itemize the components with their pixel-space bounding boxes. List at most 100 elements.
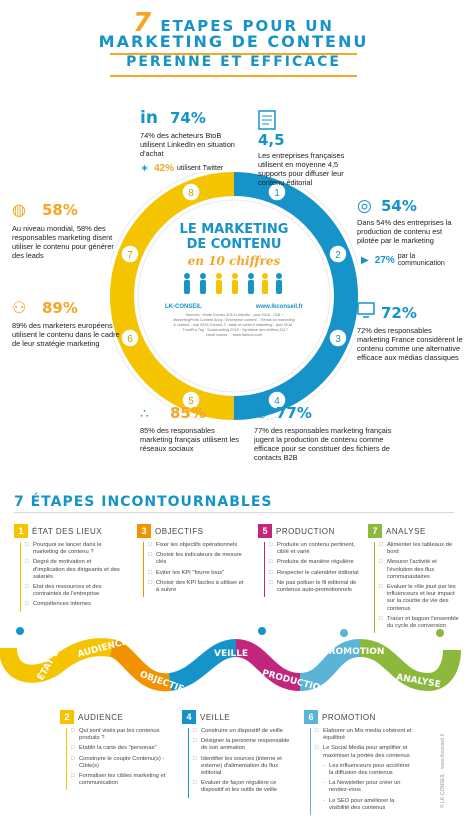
step-1-header: 1 ÉTAT DES LIEUX	[14, 524, 102, 538]
add-user-icon: ☺	[254, 404, 270, 422]
svg-text:5: 5	[188, 396, 194, 407]
stat-mondial-value: 58%	[42, 201, 78, 219]
stat-alternative: 72% 72% des responsables marketing Franc…	[357, 302, 463, 362]
wave-segment-veille	[168, 639, 237, 691]
stat-supports-value: 4,5	[258, 131, 285, 149]
stat-linkedin-value: 74%	[170, 109, 206, 127]
stat-europeens-value: 89%	[42, 299, 78, 317]
document-icon	[258, 110, 276, 130]
wave-segment-production	[234, 639, 301, 691]
share-icon: ∴	[140, 404, 149, 421]
center-url[interactable]: www.lkconseil.fr	[255, 304, 303, 310]
center-sources: Sources : étude Eclosio 2014 LinkedIn - …	[173, 313, 295, 337]
stat-contacts-value: 77%	[276, 404, 312, 422]
ring-inner-line	[137, 199, 331, 393]
center-subtitle: en 10 chiffres	[187, 254, 281, 268]
step-4-list: Construire un dispositif de veilleDésign…	[188, 728, 292, 798]
ring-number-8: 8	[181, 182, 201, 202]
svg-text:6: 6	[127, 334, 133, 345]
svg-text:1: 1	[274, 188, 280, 199]
steps-wave: ÉTAT DES LIEUX AUDIENCE OBJECTIFS VEILLE…	[0, 624, 461, 697]
stat-contacts-text: 77% des responsables marketing français …	[254, 426, 392, 462]
svg-text:4: 4	[274, 396, 280, 407]
wave-segment-audience	[52, 638, 114, 672]
step-7-header: 7 ANALYSE	[368, 524, 426, 538]
center-brand: LK-CONSEIL	[165, 304, 202, 310]
wave-label-veille: VEILLE	[214, 649, 248, 659]
step-6-header: 6 PROMOTION	[304, 710, 376, 724]
title-divider	[110, 53, 357, 55]
step-1-list: Pourquoi se lancer dans le marketing de …	[20, 542, 124, 612]
globe-icon: ◍	[12, 202, 26, 219]
wave-segment-objectifs	[108, 639, 172, 692]
center-title-2: DE CONTENU	[186, 237, 282, 252]
stat-pilote-text: Dans 54% des entreprises la production d…	[357, 218, 452, 245]
ring-number-5: 5	[181, 390, 201, 410]
wave-segment-analyse	[359, 639, 461, 692]
ring-center: LE MARKETING DE CONTENU en 10 chiffres L…	[165, 222, 303, 338]
step-6-list: Elaborer un Mix media cohérent et équili…	[310, 728, 414, 816]
stat-supports: 4,5 Les entreprises françaises utilisent…	[258, 110, 368, 187]
stat-twitter-text: utilisent Twitter	[177, 165, 224, 172]
stat-mondial-text: Au niveau mondial, 58% des responsables …	[12, 224, 114, 260]
stats-ring: 1 2 3 4 5 6 7 8	[110, 172, 358, 420]
people-icon: ⚇	[12, 300, 27, 317]
stat-pilote: ◎ 54% Dans 54% des entreprises la produc…	[357, 196, 463, 267]
stat-contacts: ☺ 77% 77% des responsables marketing fra…	[254, 404, 394, 462]
ring-number-2: 2	[328, 244, 348, 264]
stat-social: ∴ 85% 85% des responsables marketing fra…	[140, 404, 248, 453]
stat-linkedin: in 74% 74% des acheteurs BtoB utilisent …	[140, 108, 248, 175]
twitter-icon: ✶	[140, 163, 150, 175]
ring-number-4: 4	[267, 390, 287, 410]
linkedin-icon: in	[140, 108, 158, 128]
wave-segment-promotion	[299, 639, 361, 691]
ring-yellow-half	[110, 172, 358, 420]
megaphone-icon: ▶	[361, 254, 369, 266]
stat-europeens: ⚇ 89% 89% des marketers européens utilis…	[12, 298, 120, 348]
stat-supports-text: Les entreprises françaises utilisent en …	[258, 151, 345, 187]
magnifier-icon	[436, 629, 444, 637]
title-divider	[110, 75, 357, 77]
stat-mondial: ◍ 58% Au niveau mondial, 58% des respons…	[12, 200, 120, 260]
svg-text:8: 8	[188, 188, 194, 199]
step-5-list: Produire un contenu pertinent, ciblé et …	[264, 542, 368, 598]
stat-europeens-text: 89% des marketers européens utilisent le…	[12, 321, 120, 348]
footer-credit: © LK-CONSEIL · www.lkconseil.fr	[440, 733, 446, 808]
stat-social-text: 85% des responsables marketing français …	[140, 426, 239, 453]
bird-icon	[340, 629, 348, 637]
ring-number-6: 6	[120, 328, 140, 348]
stat-twitter-value: 42%	[154, 163, 175, 174]
ring-number-7: 7	[120, 244, 140, 264]
stat-alternative-text: 72% des responsables marketing France co…	[357, 326, 463, 362]
title-line-3: PERENNE ET EFFICACE	[126, 54, 341, 70]
step-2-list: Qui sont visés par les contenus produits…	[66, 728, 174, 791]
steps-divider	[14, 512, 454, 513]
wave-segment-etat	[0, 647, 64, 683]
stat-pilote-sub-value: 27%	[374, 254, 395, 266]
stat-social-value: 85%	[170, 404, 206, 422]
svg-text:7: 7	[127, 250, 133, 261]
step-7-list: Alimenter les tableaux de bordMesurer l'…	[374, 542, 462, 634]
stat-pilote-sub-text: par la communication	[397, 253, 445, 267]
title-line-1: 7 ETAPES POUR UN	[133, 8, 334, 38]
step-2-header: 2 AUDIENCE	[60, 710, 123, 724]
step-3-header: 3 OBJECTIFS	[137, 524, 204, 538]
eye-icon	[16, 627, 24, 635]
hat-icon	[258, 627, 266, 635]
target-icon: ◎	[357, 196, 372, 215]
steps-title: 7 ÉTAPES INCONTOURNABLES	[14, 494, 273, 510]
title-line-2: MARKETING DE CONTENU	[98, 32, 369, 51]
step-5-header: 5 PRODUCTION	[258, 524, 335, 538]
center-title-1: LE MARKETING	[179, 222, 289, 237]
ring-number-3: 3	[328, 328, 348, 348]
infographic-title: 7 ETAPES POUR UN MARKETING DE CONTENU PE…	[0, 0, 467, 92]
stat-pilote-value: 54%	[381, 197, 417, 215]
svg-text:2: 2	[335, 250, 341, 261]
svg-text:3: 3	[335, 334, 341, 345]
step-3-list: Fixer les objectifs opérationnelsChoisir…	[143, 542, 247, 598]
step-4-header: 4 VEILLE	[182, 710, 230, 724]
stat-alternative-value: 72%	[381, 303, 417, 322]
screen-icon	[357, 302, 381, 323]
ring-number-1: 1	[267, 182, 287, 202]
people-illustration	[184, 273, 282, 294]
